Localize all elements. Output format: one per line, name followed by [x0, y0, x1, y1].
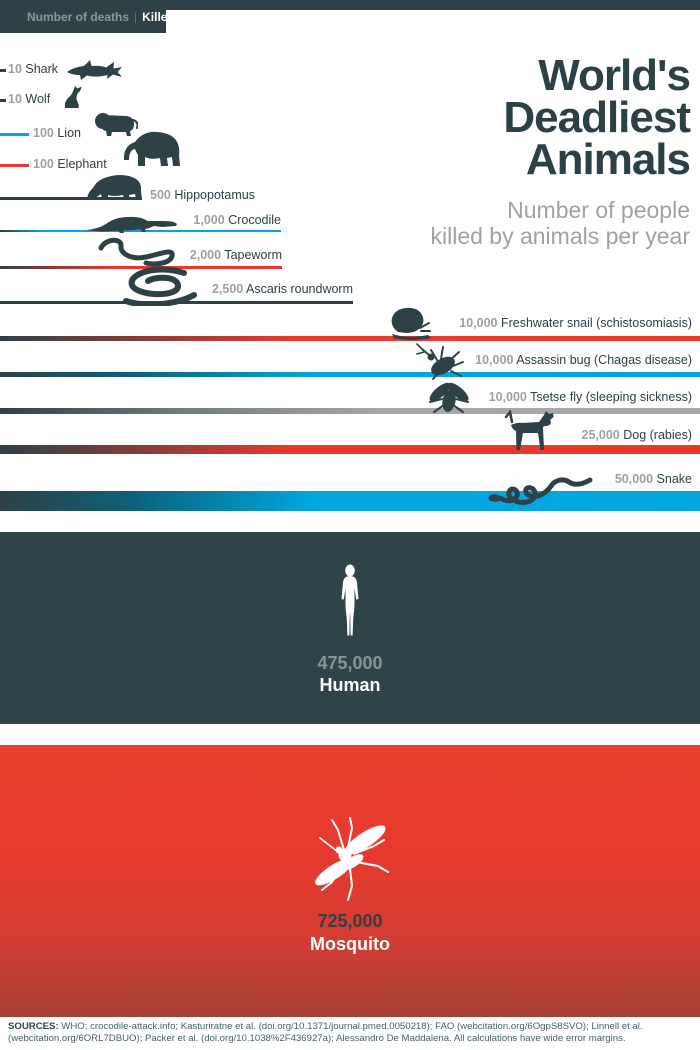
- page-title: World's Deadliest Animals: [503, 51, 691, 184]
- sources-footer: SOURCES: WHO; crocodile-attack.info; Kas…: [8, 1021, 694, 1044]
- snail-icon: [391, 307, 431, 340]
- human-section: [0, 532, 700, 724]
- roundworm-icon: [123, 266, 197, 306]
- shark-icon: [67, 60, 122, 80]
- assassin-bug-icon: [416, 343, 464, 380]
- row-label-wolf: 10 Wolf: [8, 92, 51, 106]
- human-label: Human: [319, 675, 381, 695]
- dog-icon: [504, 410, 554, 450]
- bar-snail: [0, 336, 700, 341]
- mosquito-value: 725,000: [317, 911, 383, 931]
- bar-hippopotamus: [0, 197, 142, 200]
- bar-tapeworm: [0, 266, 282, 269]
- mosquito-icon: [315, 817, 389, 901]
- bar-assassin-bug: [0, 372, 700, 377]
- bar-crocodile: [0, 230, 281, 232]
- bar-tsetse-fly: [0, 408, 700, 414]
- row-label-lion: 100 Lion: [33, 126, 81, 140]
- human-value: 475,000: [317, 653, 383, 673]
- bar-lion: [0, 133, 29, 136]
- row-label-tsetse-fly: 10,000 Tsetse fly (sleeping sickness): [488, 390, 692, 404]
- hippopotamus-icon: [87, 175, 142, 199]
- elephant-icon: [123, 131, 180, 166]
- wolf-icon: [64, 86, 82, 108]
- mosquito-section: [0, 745, 700, 1017]
- legend-divider: |: [134, 9, 138, 24]
- legend-number-of-deaths: Number of deaths: [27, 9, 130, 24]
- header-top-strip: [0, 0, 700, 10]
- human-icon: [341, 564, 359, 636]
- bar-wolf: [0, 99, 6, 102]
- bar-snake: [0, 491, 700, 511]
- row-label-crocodile: 1,000 Crocodile: [193, 213, 281, 227]
- bar-dog: [0, 445, 700, 454]
- row-label-roundworm: 2,500 Ascaris roundworm: [211, 282, 353, 296]
- tapeworm-icon: [98, 237, 175, 267]
- row-label-tapeworm: 2,000 Tapeworm: [189, 248, 282, 262]
- bar-elephant: [0, 164, 29, 167]
- mosquito-label: Mosquito: [310, 934, 390, 954]
- row-label-assassin-bug: 10,000 Assassin bug (Chagas disease): [475, 353, 692, 367]
- sources-text: WHO; crocodile-attack.info; Kasturiratne…: [8, 1021, 643, 1044]
- legend-killer: Killer: [142, 9, 173, 24]
- bar-shark: [0, 69, 6, 72]
- legend-tab: Number of deaths | Killer: [0, 0, 172, 33]
- crocodile-icon: [86, 216, 177, 233]
- row-label-snail: 10,000 Freshwater snail (schistosomiasis…: [459, 316, 692, 330]
- sources-label: SOURCES:: [8, 1021, 59, 1032]
- row-label-elephant: 100 Elephant: [33, 157, 107, 171]
- tsetse-fly-icon: [429, 382, 469, 413]
- row-label-shark: 10 Shark: [8, 62, 59, 76]
- row-label-snake: 50,000 Snake: [614, 472, 692, 486]
- snake-icon: [488, 477, 593, 505]
- lion-icon: [95, 113, 138, 136]
- page-subtitle: Number of people killed by animals per y…: [430, 197, 690, 249]
- row-label-hippopotamus: 500 Hippopotamus: [150, 188, 255, 202]
- row-label-dog: 25,000 Dog (rabies): [581, 428, 693, 442]
